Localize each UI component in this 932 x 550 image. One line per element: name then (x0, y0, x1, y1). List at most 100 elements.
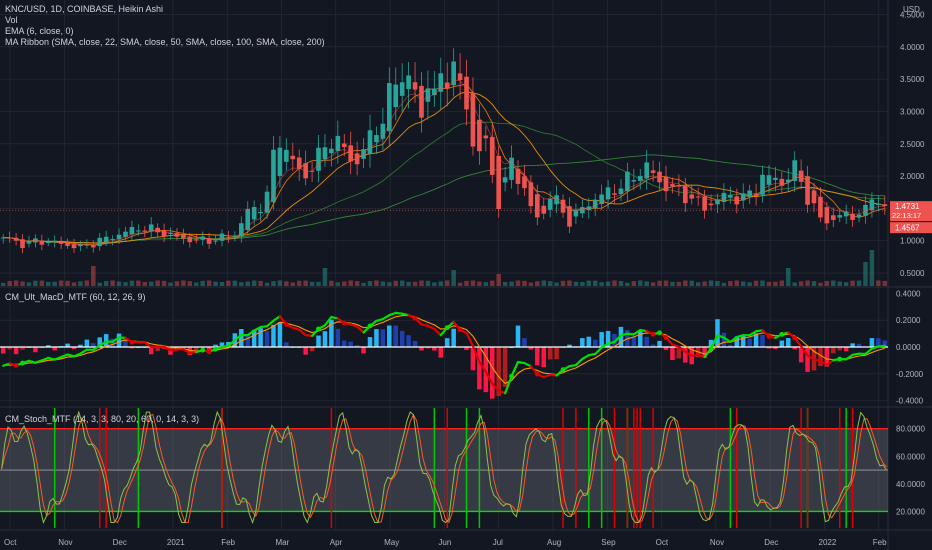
volume-bar (708, 280, 714, 286)
macd-line-segment (812, 358, 822, 363)
volume-bar (374, 280, 379, 286)
candle-body (605, 187, 611, 200)
macd-line-segment (870, 345, 880, 350)
macd-line-segment (60, 353, 69, 359)
macd-line-segment (433, 327, 442, 337)
candle-body (637, 175, 643, 181)
macd-cross-dot (129, 339, 135, 345)
macd-line-segment (465, 331, 475, 348)
candle-body (155, 227, 160, 233)
volume-bar (837, 281, 842, 286)
vol-indicator-label[interactable]: Vol (5, 15, 18, 25)
stoch-k-line (1, 410, 887, 525)
stoch-indicator-label[interactable]: CM_Stoch_MTF (14, 3, 3, 80, 20, 60, 0, 1… (5, 414, 200, 424)
stoch-panel[interactable] (0, 408, 888, 528)
volume-bar (734, 280, 740, 286)
macd-line-segment (722, 336, 732, 343)
macd-histogram-bar (567, 344, 572, 347)
ma-ribbon-indicator-label[interactable]: MA Ribbon (SMA, close, 22, SMA, close, 5… (5, 37, 325, 47)
macd-histogram-bar (657, 340, 662, 347)
volume-bar (644, 281, 649, 286)
volume-bar (194, 282, 199, 286)
macd-indicator-label[interactable]: CM_Ult_MacD_MTF (60, 12, 26, 9) (5, 292, 146, 302)
macd-histogram-bar (361, 347, 366, 354)
macd-histogram-bar (367, 337, 373, 347)
candle-body (277, 147, 283, 176)
last-price-badge (890, 201, 932, 222)
time-tick-label: Feb (221, 538, 235, 547)
candle-body (329, 148, 334, 154)
main-legend[interactable]: KNC/USD, 1D, COINBASE, Heikin Ashi Vol E… (5, 4, 325, 48)
candle-body (45, 242, 51, 244)
macd-histogram-bar (586, 336, 592, 347)
volume-bar (335, 282, 341, 286)
macd-histogram-bar (676, 347, 682, 359)
candle-body (251, 207, 257, 220)
macd-histogram-bar (303, 347, 308, 355)
candle-body (0, 237, 6, 239)
volume-bar (573, 281, 579, 286)
candle-body (689, 194, 695, 199)
candle-body (792, 160, 798, 181)
volume-bar (123, 282, 128, 286)
candle-body (837, 215, 843, 218)
candle-body (412, 82, 418, 90)
macd-histogram-bar (65, 343, 70, 347)
macd-histogram-bar (161, 347, 167, 350)
symbol-title[interactable]: KNC/USD, 1D, COINBASE, Heikin Ashi (5, 4, 164, 14)
macd-line-segment (79, 348, 88, 355)
macd-histogram-bar (650, 344, 656, 347)
price-tick-label: 1.0000 (900, 237, 925, 246)
macd-histogram-bar (245, 334, 250, 347)
macd-cross-dot (283, 322, 289, 327)
volume-bar (58, 280, 64, 286)
volume-bar (805, 280, 810, 286)
macd-legend[interactable]: CM_Ult_MacD_MTF (60, 12, 26, 9) (5, 292, 146, 303)
macd-line-segment (143, 341, 153, 349)
candle-body (708, 203, 714, 206)
volume-bar (251, 280, 257, 286)
macd-histogram-bar (843, 347, 849, 352)
time-axis[interactable]: Oct Nov Dec 2021 Feb Mar Apr May Jun Jul Aug Sep Oct… (4, 538, 887, 547)
price-axis[interactable]: 4.50004.00003.50003.00002.50002.00001.50… (896, 10, 925, 516)
volume-bar (129, 280, 135, 286)
macd-histogram-bar (547, 347, 553, 360)
macd-line-segment (716, 334, 726, 339)
candle-body (612, 193, 617, 195)
price-tick-label: 0.5000 (900, 269, 925, 278)
macd-line-segment (684, 350, 693, 357)
macd-histogram-bar (882, 340, 888, 347)
macd-cross-dot (367, 323, 373, 329)
candle-body (734, 196, 740, 205)
macd-line-segment (613, 334, 623, 344)
macd-histogram-bar (464, 347, 469, 351)
volume-bar (631, 281, 637, 286)
ema-indicator-label[interactable]: EMA (6, close, 0) (5, 26, 74, 36)
macd-histogram-bar (831, 347, 836, 354)
macd-histogram-bar (721, 332, 727, 347)
candle-body (238, 223, 244, 237)
candle-body (451, 61, 456, 86)
macd-line-segment (845, 353, 854, 361)
volume-bar (451, 270, 456, 286)
macd-line-segment (349, 323, 359, 328)
macd-line-segment (825, 359, 835, 366)
volume-bar (264, 282, 270, 286)
volume-bar (296, 280, 302, 286)
macd-histogram-bar (470, 347, 476, 371)
macd-line-segment (510, 360, 520, 378)
candle-body (13, 237, 19, 241)
macd-histogram-bar (213, 344, 218, 347)
macd-panel[interactable] (0, 311, 888, 399)
candle-body (425, 88, 431, 102)
stoch-legend[interactable]: CM_Stoch_MTF (14, 3, 3, 80, 20, 60, 0, 1… (5, 414, 199, 425)
macd-line-segment (246, 329, 256, 337)
candle-body (509, 157, 514, 180)
price-tick-label: 2.0000 (900, 172, 925, 181)
candle-body (367, 130, 373, 155)
time-tick-label: Dec (764, 538, 778, 547)
price-panel[interactable] (0, 48, 888, 286)
macd-histogram-bar (329, 319, 334, 347)
volume-bar (464, 280, 469, 286)
